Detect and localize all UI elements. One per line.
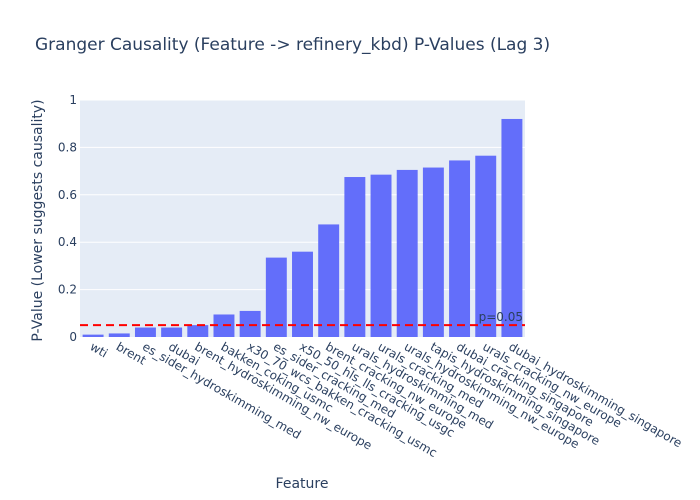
bar-es_sider_hydroskimming_med <box>134 327 156 337</box>
bar-x50_50_hls_lls_cracking_usgc <box>292 251 313 337</box>
y-tick-label: 0.2 <box>58 283 77 297</box>
bar-dubai_hydroskimming_singapore <box>501 118 523 338</box>
y-tick-label: 0.4 <box>58 235 77 249</box>
y-axis-title: P-Value (Lower suggests causality) <box>30 99 46 341</box>
bar-brent_hydroskimming_nw_europe <box>187 325 209 337</box>
bar-dubai <box>161 327 183 337</box>
bar-dubai_cracking_singapore <box>449 160 471 337</box>
threshold-label: p=0.05 <box>479 310 523 324</box>
bar-urals_hydroskimming_nw_europe <box>396 169 418 337</box>
bar-brent <box>108 333 130 337</box>
x-tick-label: wti <box>88 339 110 360</box>
bar-tapis_hydroskimming_singapore <box>422 167 444 337</box>
bar-es_sider_cracking_med <box>265 257 287 337</box>
bar-wti <box>82 334 104 337</box>
chart-title: Granger Causality (Feature -> refinery_k… <box>35 35 550 55</box>
bars <box>82 118 523 338</box>
y-tick-label: 0.8 <box>58 140 77 154</box>
y-tick-label: 0.6 <box>58 188 77 202</box>
y-tick-label: 0 <box>69 330 77 344</box>
x-axis-ticks: wti brentes_sider_hydroskimming_meddubaib… <box>88 339 685 460</box>
y-tick-label: 1 <box>69 93 77 107</box>
bar-urals_cracking_med <box>370 174 392 337</box>
bar-urals_hydroskimming_med <box>344 177 366 337</box>
bar-brent_cracking_nw_europe <box>318 224 340 337</box>
x-axis-title: Feature <box>276 476 329 492</box>
bar-urals_cracking_nw_europe <box>475 155 497 337</box>
bar-x30_70_wcs_bakken_cracking_usmc <box>239 310 261 337</box>
y-axis-ticks: 0 0.2 0.4 0.6 0.8 1 <box>58 93 77 344</box>
